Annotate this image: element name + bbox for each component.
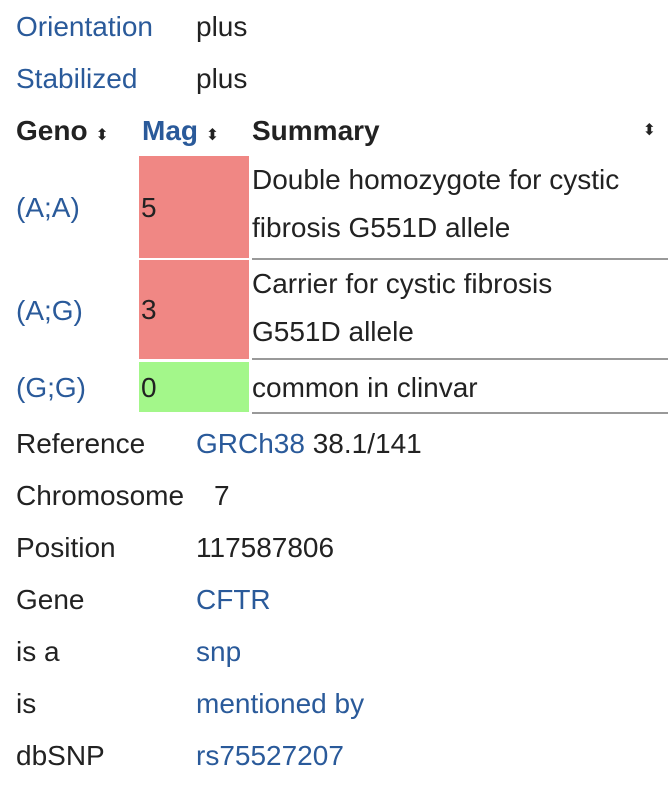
orientation-value: plus — [196, 11, 248, 42]
geno-link[interactable]: (A;A) — [16, 192, 80, 223]
gene-link[interactable]: CFTR — [196, 584, 271, 615]
sort-icon[interactable]: ⬍ — [95, 127, 109, 144]
info-label: Reference — [16, 428, 146, 459]
mag-header[interactable]: Mag ⬍ — [142, 106, 219, 156]
summary-cell: common in clinvar — [252, 362, 668, 414]
info-value: 38.1/141 — [304, 428, 422, 459]
info-label: Gene — [16, 584, 85, 615]
mentioned-by-link[interactable]: mentioned by — [196, 688, 365, 719]
dbsnp-link[interactable]: rs75527207 — [196, 740, 344, 771]
table-row: (A;G) 3 Carrier for cystic fibrosis G551… — [0, 260, 668, 360]
grch38-link[interactable]: GRCh38 — [196, 428, 305, 459]
info-label: is — [16, 688, 37, 719]
stabilized-value: plus — [196, 63, 248, 94]
table-row: (G;G) 0 common in clinvar — [0, 362, 668, 414]
magnitude-cell: 5 — [139, 156, 249, 258]
table-row: (A;A) 5 Double homozygote for cystic fib… — [0, 156, 668, 260]
orientation-link[interactable]: Orientation — [16, 11, 153, 42]
info-label: Chromosome — [16, 480, 185, 511]
info-value: 117587806 — [196, 532, 335, 563]
stabilized-link[interactable]: Stabilized — [16, 63, 138, 94]
info-label: is a — [16, 636, 60, 667]
summary-header-label: Summary — [252, 115, 380, 146]
magnitude-cell: 3 — [139, 260, 249, 359]
summary-cell: Carrier for cystic fibrosis G551D allele — [252, 260, 668, 360]
geno-header-label: Geno — [16, 115, 88, 146]
geno-link[interactable]: (G;G) — [16, 372, 86, 403]
sort-icon[interactable]: ⬍ — [642, 122, 656, 139]
info-value: 7 — [214, 480, 230, 511]
magnitude-cell: 0 — [139, 362, 249, 412]
info-label: Position — [16, 532, 116, 563]
summary-header[interactable]: Summary ⬍ — [252, 106, 656, 156]
info-label: dbSNP — [16, 740, 105, 771]
sort-icon[interactable]: ⬍ — [205, 127, 220, 144]
geno-header[interactable]: Geno ⬍ — [16, 106, 109, 156]
summary-cell: Double homozygote for cystic fibrosis G5… — [252, 156, 668, 260]
snp-link[interactable]: snp — [196, 636, 242, 667]
geno-link[interactable]: (A;G) — [16, 295, 83, 326]
mag-header-link[interactable]: Mag — [142, 115, 198, 146]
